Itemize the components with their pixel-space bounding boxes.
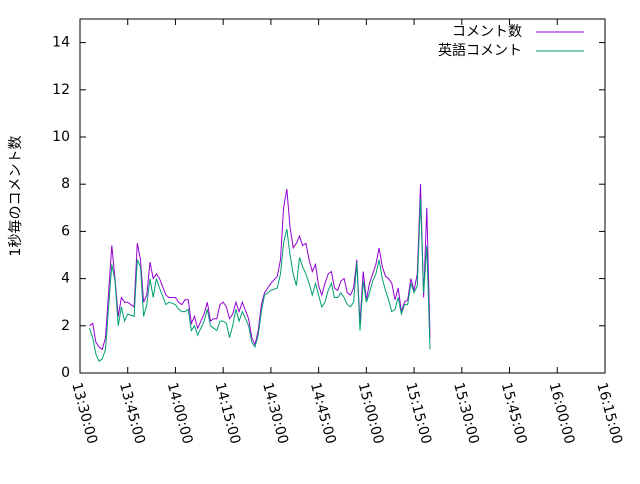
- x-tick-label: 13:30:00: [68, 381, 100, 446]
- y-tick-label: 10: [52, 129, 70, 145]
- series-line: [89, 198, 431, 362]
- y-tick-label: 12: [52, 82, 70, 98]
- x-tick-label: 16:00:00: [546, 381, 578, 446]
- x-tick-label: 13:45:00: [116, 381, 148, 446]
- x-tick-label: 15:15:00: [402, 381, 434, 446]
- y-tick-label: 2: [61, 318, 70, 334]
- y-tick-label: 6: [61, 223, 70, 239]
- x-tick-label: 14:30:00: [259, 381, 291, 446]
- y-tick-label: 8: [61, 176, 70, 192]
- x-tick-label: 16:15:00: [593, 381, 625, 446]
- x-tick-label: 14:00:00: [164, 381, 196, 446]
- x-tick-label: 14:15:00: [211, 381, 243, 446]
- x-tick-label: 14:45:00: [307, 381, 339, 446]
- x-tick-label: 15:45:00: [498, 381, 530, 446]
- legend-label: 英語コメント: [438, 42, 522, 59]
- y-tick-label: 14: [52, 35, 70, 51]
- x-tick-label: 15:00:00: [355, 381, 387, 446]
- y-tick-label: 4: [61, 271, 70, 287]
- x-tick-label: 15:30:00: [450, 381, 482, 446]
- series-line: [89, 184, 431, 351]
- y-tick-label: 0: [61, 365, 70, 381]
- y-axis-label: 1秒毎のコメント数: [8, 136, 24, 257]
- plot-frame: [79, 18, 606, 374]
- legend-label: コメント数: [452, 24, 522, 40]
